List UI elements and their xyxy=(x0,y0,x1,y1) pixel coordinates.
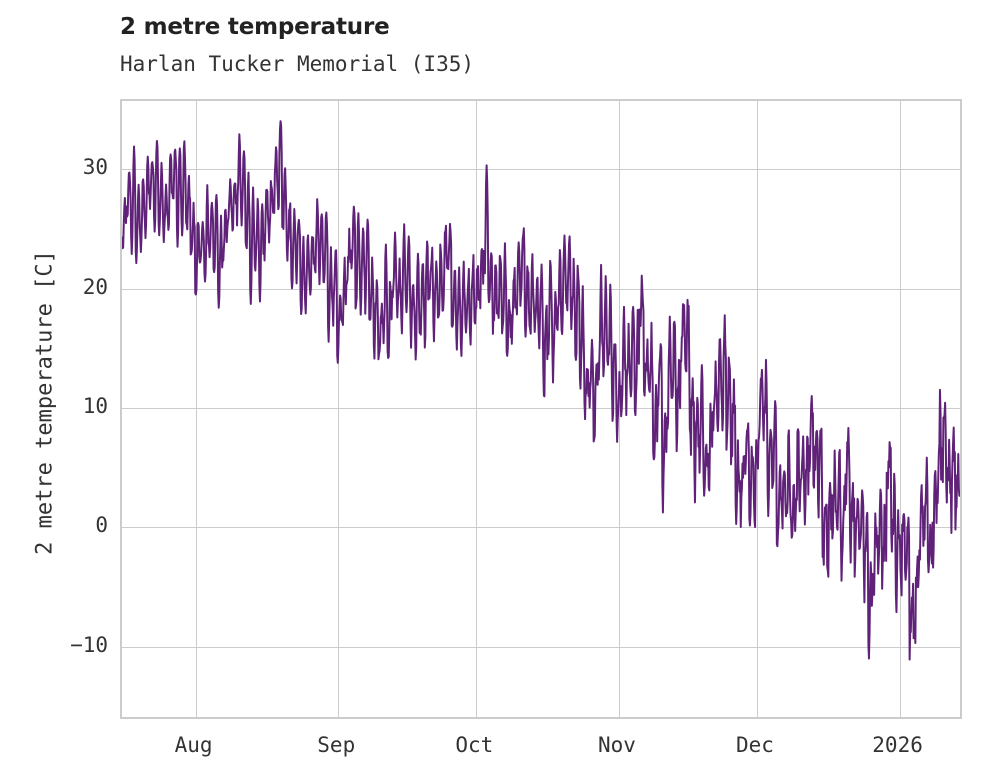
temperature-series xyxy=(122,120,960,661)
gridline-vertical xyxy=(618,101,620,717)
y-tick-label: 20 xyxy=(82,274,108,299)
y-axis-ticks: 30 20 10 0 −10 xyxy=(0,99,108,719)
gridline-vertical xyxy=(338,101,340,717)
plot-area xyxy=(120,99,962,719)
gridline-horizontal xyxy=(122,527,960,529)
gridline-vertical xyxy=(899,101,901,717)
gridline-horizontal xyxy=(122,408,960,409)
temperature-line xyxy=(122,120,960,661)
gridline-vertical xyxy=(476,101,478,717)
x-tick-label: Aug xyxy=(174,733,213,757)
x-tick-label: Nov xyxy=(597,733,636,757)
gridline-horizontal xyxy=(122,646,960,648)
x-tick-label: Dec xyxy=(735,733,774,757)
y-tick-label: 10 xyxy=(82,394,108,418)
x-tick-label: Oct xyxy=(455,733,494,757)
page-title: 2 metre temperature xyxy=(120,14,390,40)
x-tick-label: 2026 xyxy=(872,733,923,757)
y-tick-label: 30 xyxy=(82,155,108,180)
y-tick-label: 0 xyxy=(95,513,108,538)
x-axis-ticks: Aug Sep Oct Nov Dec 2026 xyxy=(0,733,981,773)
chart-subtitle: Harlan Tucker Memorial (I35) xyxy=(120,52,475,76)
gridline-horizontal xyxy=(122,169,960,171)
gridline-vertical xyxy=(756,101,758,717)
y-tick-label: −10 xyxy=(70,632,108,657)
gridline-vertical xyxy=(195,101,197,717)
x-tick-label: Sep xyxy=(317,733,356,757)
